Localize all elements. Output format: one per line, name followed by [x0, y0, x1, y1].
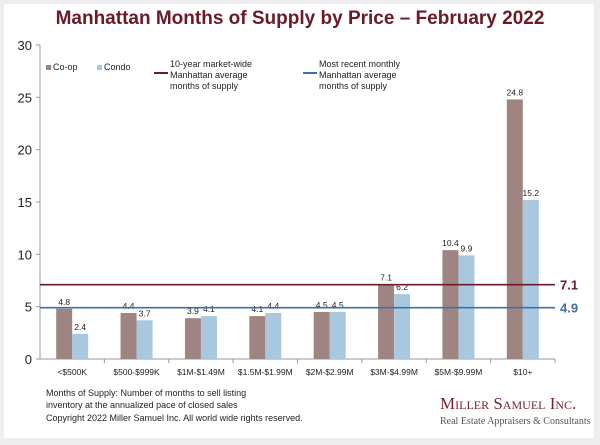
data-label: 24.8: [507, 87, 524, 97]
y-tick-label: 30: [18, 38, 32, 53]
bar-condo: [136, 320, 153, 359]
legend-condo-swatch: [97, 65, 102, 70]
legend-10yr: 10-year market-wide Manhattan average mo…: [154, 59, 264, 92]
data-label: 3.9: [187, 306, 199, 316]
bar-co-op: [249, 316, 266, 359]
legend-condo: Condo: [97, 62, 131, 73]
legend-coop-label: Co-op: [53, 62, 78, 72]
x-tick-label: $1M-$1.49M: [177, 367, 225, 377]
x-tick-label: $5M-$9.99M: [435, 367, 483, 377]
bar-condo: [329, 311, 346, 359]
data-label: 2.4: [74, 322, 86, 332]
logo-tagline: Real Estate Appraisers & Consultants: [440, 416, 591, 427]
data-label: 3.7: [139, 308, 151, 318]
legend-10yr-line: [154, 72, 168, 74]
bar-condo: [265, 312, 282, 359]
legend-coop: Co-op: [46, 62, 78, 73]
bar-condo: [394, 294, 411, 359]
legend-coop-swatch: [46, 65, 51, 70]
definition-note: Months of Supply: Number of months to se…: [46, 387, 246, 411]
x-tick-label: $1.5M-$1.99M: [238, 367, 293, 377]
bar-condo: [200, 316, 217, 359]
copyright: Copyright 2022 Miller Samuel Inc. All wo…: [46, 413, 303, 423]
x-tick-label: <$500K: [57, 367, 87, 377]
legend-recent-label: Most recent monthly Manhattan average mo…: [319, 59, 401, 91]
y-tick-label: 15: [18, 195, 32, 210]
bar-co-op: [442, 250, 459, 359]
bar-co-op: [184, 318, 201, 359]
legend-recent: Most recent monthly Manhattan average mo…: [303, 59, 413, 92]
legend-10yr-label: 10-year market-wide Manhattan average mo…: [170, 59, 253, 91]
x-tick-label: $10+: [513, 367, 532, 377]
reference-line-label: 4.9: [560, 301, 578, 316]
data-label: 6.2: [396, 282, 408, 292]
data-label: 4.5: [332, 300, 344, 310]
definition-line-1: Months of Supply: Number of months to se…: [46, 388, 247, 398]
legend-condo-label: Condo: [104, 62, 131, 72]
legend-recent-line: [303, 72, 317, 74]
y-tick-label: 20: [18, 143, 32, 158]
x-tick-label: $500-$999K: [113, 367, 160, 377]
bar-co-op: [378, 284, 395, 359]
data-label: 4.5: [316, 300, 328, 310]
y-tick-label: 10: [18, 247, 32, 262]
definition-line-2: inventory at the annualized pace of clos…: [46, 400, 238, 410]
y-tick-label: 5: [25, 300, 32, 315]
data-label: 4.4: [123, 301, 135, 311]
data-label: 4.1: [251, 304, 263, 314]
data-label: 15.2: [523, 188, 540, 198]
data-label: 4.4: [267, 301, 279, 311]
chart-card: [4, 4, 594, 438]
x-tick-label: $3M-$4.99M: [370, 367, 418, 377]
x-tick-label: $2M-$2.99M: [306, 367, 354, 377]
y-tick-label: 25: [18, 90, 32, 105]
bar-condo: [72, 333, 89, 359]
data-label: 4.8: [58, 297, 70, 307]
chart-title: Manhattan Months of Supply by Price – Fe…: [55, 8, 545, 29]
reference-line-label: 7.1: [560, 278, 578, 293]
y-tick-label: 0: [25, 352, 32, 367]
bar-co-op: [506, 99, 523, 359]
bar-condo: [522, 199, 539, 359]
logo-name: Miller Samuel Inc.: [440, 394, 577, 413]
data-label: 7.1: [380, 273, 392, 283]
data-label: 4.1: [203, 304, 215, 314]
bar-co-op: [313, 311, 330, 359]
bar-co-op: [120, 312, 137, 359]
data-label: 10.4: [442, 238, 459, 248]
bar-co-op: [56, 308, 73, 359]
data-label: 9.9: [461, 243, 473, 253]
